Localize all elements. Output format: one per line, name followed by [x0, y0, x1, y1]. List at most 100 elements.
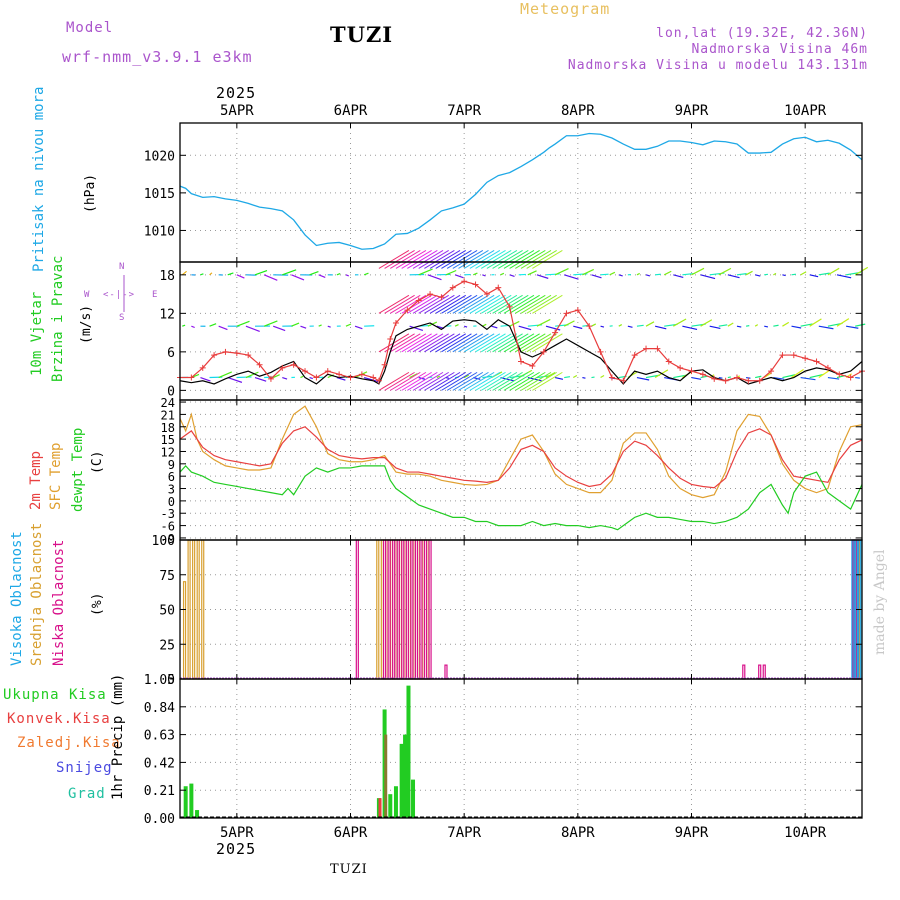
- year-bottom: 2025: [216, 840, 257, 858]
- compass-s: S: [119, 313, 126, 323]
- cloud-mid-bar: [201, 539, 205, 680]
- wind-gust-marker: [836, 371, 843, 378]
- wind-arrow-strong: [486, 371, 518, 391]
- precip-total-bar: [411, 779, 416, 818]
- wind-arrow-strong: [390, 371, 421, 391]
- wind-arrow-strong: [384, 249, 415, 269]
- ytick-label-temperature: 18: [161, 421, 175, 435]
- wind-gust-marker: [427, 291, 434, 298]
- cloud-low-bar: [758, 664, 762, 680]
- wind-gust-marker: [586, 323, 593, 330]
- wind-gust-marker: [358, 371, 365, 378]
- wind-gust-marker: [483, 291, 490, 298]
- wind-arrow: [691, 267, 705, 276]
- wind-arrow-strong: [424, 294, 455, 314]
- wind-gust-marker: [813, 358, 820, 365]
- wind-arrow-strong: [498, 294, 529, 314]
- wind-arrow: [182, 324, 186, 327]
- ytick-label-temperature: 15: [161, 433, 175, 447]
- wind-arrow-strong: [475, 333, 506, 353]
- wind-arrow: [636, 324, 644, 327]
- wind-arrow: [691, 376, 702, 380]
- wind-arrow: [218, 325, 228, 331]
- wind-arrow: [773, 272, 777, 276]
- wind-arrow-strong: [480, 333, 512, 353]
- wind-arrow-strong: [418, 333, 449, 353]
- wind-arrow: [791, 273, 796, 276]
- wind-arrow-strong: [515, 371, 546, 391]
- wind-gust-marker: [199, 364, 206, 371]
- wind-arrow-strong: [486, 249, 518, 269]
- wind-arrow-strong: [407, 333, 438, 353]
- precip-total-bar: [183, 786, 188, 818]
- wind-gust-marker: [404, 307, 411, 314]
- ytick-label-temperature: 0: [168, 495, 175, 509]
- wind-gust-marker: [290, 361, 297, 368]
- wind-arrow: [791, 325, 802, 329]
- wind-arrow-strong: [503, 249, 535, 269]
- wind-arrow-strong: [475, 294, 506, 314]
- wind-arrow-strong: [469, 249, 501, 269]
- precip-total-bar: [189, 783, 194, 818]
- wind-gust-marker: [381, 361, 388, 368]
- precip-total-bar: [399, 743, 404, 818]
- cloud-mid-bar: [187, 539, 191, 680]
- ytick-label-temperature: 3: [168, 483, 175, 497]
- wind-arrow: [855, 376, 860, 379]
- wind-arrow-strong: [503, 333, 535, 353]
- wind-arrow: [572, 374, 578, 379]
- ytick-label-cloud: 25: [159, 638, 175, 653]
- wind-arrow-strong: [463, 371, 495, 391]
- model-label: Model: [66, 20, 114, 36]
- ytick-label-pressure: 1020: [144, 149, 175, 164]
- cloud-low-bar: [762, 664, 766, 680]
- ytick-label-wind: 18: [159, 269, 175, 284]
- wind-arrow: [745, 270, 753, 276]
- wind-arrow-strong: [463, 333, 495, 353]
- ytick-label-temperature: 21: [161, 408, 175, 422]
- wind-arrow: [700, 274, 716, 280]
- wind-arrow: [827, 376, 840, 380]
- ytick-label-precip: 0.21: [144, 784, 175, 799]
- wind-gust-marker: [461, 278, 468, 285]
- wind-gust-marker: [506, 303, 513, 310]
- wind-arrow: [727, 322, 734, 327]
- wind-gust-marker: [449, 284, 456, 291]
- wind-arrow: [245, 371, 259, 379]
- compass-w: W: [84, 290, 91, 300]
- ytick-label-cloud: 50: [159, 604, 175, 619]
- wind-arrow-strong: [435, 249, 467, 269]
- wind-arrow-strong: [424, 249, 455, 269]
- wind-arrow: [818, 325, 834, 330]
- ytick-label-temperature: 9: [168, 458, 175, 472]
- wind-arrow-strong: [475, 249, 506, 269]
- wind-arrow-strong: [390, 333, 421, 353]
- wind-arrow-strong: [384, 333, 415, 353]
- wind-arrow: [309, 270, 319, 276]
- wind-arrow: [627, 325, 633, 328]
- wind-arrow-strong: [441, 371, 472, 391]
- ytick-label-temperature: -9: [161, 532, 175, 546]
- dewpt-line: [179, 464, 863, 531]
- cloud-low-bar: [387, 539, 391, 680]
- cloud-mid-bar: [376, 539, 380, 680]
- wind-arrow-strong: [498, 333, 529, 353]
- date-label-top: 6APR: [334, 103, 368, 119]
- wind-arrow-strong: [452, 371, 484, 391]
- date-label-top: 5APR: [220, 103, 254, 119]
- date-label-top: 8APR: [561, 103, 595, 119]
- wind-arrow-strong: [458, 249, 489, 269]
- wind-arrow-strong: [378, 371, 410, 391]
- wind-arrow: [282, 269, 297, 276]
- year-top: 2025: [216, 84, 257, 102]
- wind-arrow: [181, 270, 187, 276]
- wind-arrow-strong: [378, 249, 410, 269]
- ytick-label-wind: 6: [167, 346, 175, 361]
- wind-arrow: [709, 325, 721, 330]
- wind-arrow: [745, 325, 750, 327]
- wind-arrow: [427, 274, 442, 281]
- wind-arrow: [718, 267, 732, 276]
- ytick-label-precip: 1.05: [144, 673, 175, 688]
- wind-arrow: [554, 268, 569, 276]
- wind-arrow: [454, 324, 459, 327]
